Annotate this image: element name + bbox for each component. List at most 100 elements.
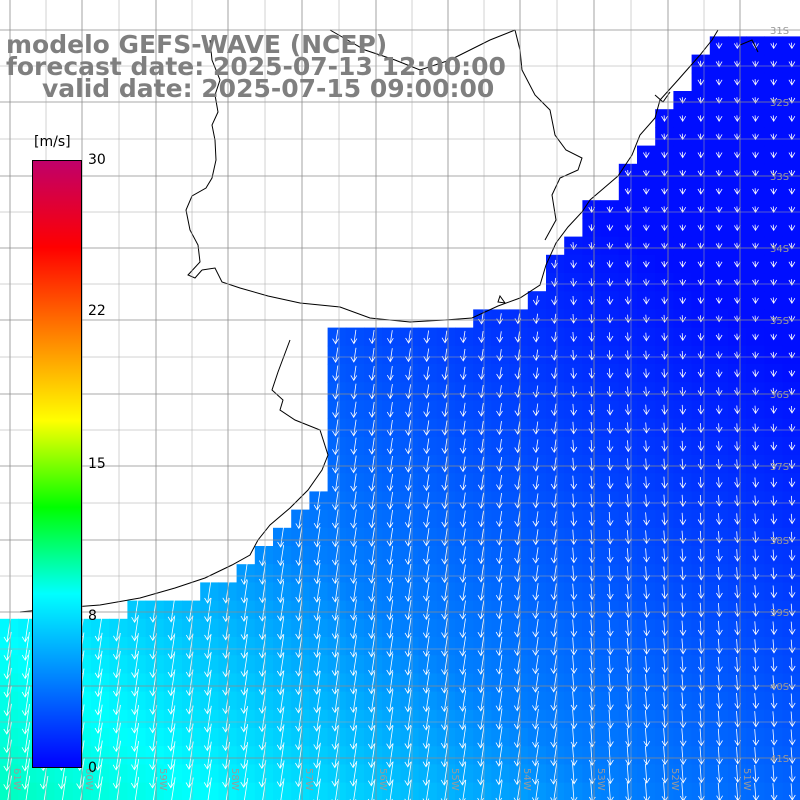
- wind-arrow: [716, 656, 723, 673]
- wind-arrow: [368, 473, 376, 492]
- wind-arrow: [607, 781, 614, 800]
- wind-arrow: [752, 333, 759, 341]
- wind-arrow: [770, 477, 778, 488]
- wind-arrow: [570, 547, 578, 564]
- lon-label: 57W: [303, 768, 314, 791]
- wind-arrow: [422, 743, 430, 768]
- ocean-cell: [782, 163, 800, 183]
- wind-arrow: [607, 691, 614, 711]
- coastline: [19, 29, 759, 613]
- wind-arrow: [570, 457, 578, 472]
- wind-arrow: [606, 494, 614, 508]
- wind-arrow: [661, 764, 669, 784]
- wind-arrow: [94, 704, 103, 734]
- wind-arrow: [661, 404, 669, 415]
- wind-arrow: [752, 459, 759, 470]
- wind-arrow: [295, 616, 303, 640]
- wind-arrow: [349, 725, 358, 750]
- lat-label: 35S: [770, 316, 789, 327]
- lon-label: 51W: [741, 768, 752, 791]
- wind-arrow: [715, 531, 723, 544]
- wind-arrow: [752, 224, 759, 232]
- wind-arrow: [21, 667, 30, 698]
- wind-arrow: [349, 779, 358, 800]
- wind-arrow: [606, 655, 614, 674]
- wind-arrow: [404, 563, 412, 584]
- wind-arrow: [570, 745, 578, 767]
- wind-arrow: [788, 387, 796, 396]
- wind-arrow: [459, 456, 467, 473]
- wind-arrow: [733, 78, 741, 86]
- wind-arrow: [788, 693, 796, 709]
- wind-arrow: [130, 758, 140, 789]
- ocean-cell: [782, 655, 800, 674]
- wind-arrow: [607, 727, 614, 748]
- wind-arrow: [715, 42, 723, 50]
- wind-arrow: [313, 688, 321, 714]
- wind-arrow: [752, 405, 759, 415]
- wind-arrow: [550, 475, 558, 490]
- wind-arrow: [550, 619, 558, 638]
- wind-arrow: [459, 420, 467, 436]
- wind-arrow: [570, 439, 578, 453]
- wind-arrow: [625, 655, 632, 674]
- wind-arrow: [733, 333, 741, 341]
- wind-arrow: [550, 763, 558, 785]
- wind-arrow: [661, 332, 668, 342]
- wind-arrow: [643, 656, 651, 674]
- coastline-south-america: [201, 29, 719, 323]
- wind-arrow: [459, 546, 467, 565]
- wind-arrow: [441, 492, 449, 510]
- wind-arrow: [570, 367, 578, 380]
- wind-arrow: [752, 495, 760, 507]
- wind-arrow: [715, 151, 723, 159]
- wind-arrow: [606, 350, 614, 361]
- wind-arrow: [788, 495, 796, 506]
- wind-arrow: [422, 671, 430, 694]
- lon-label: 61W: [11, 768, 22, 791]
- wind-arrow: [332, 383, 339, 400]
- wind-arrow: [679, 674, 687, 692]
- wind-arrow: [625, 637, 632, 655]
- wind-arrow: [404, 438, 412, 455]
- wind-arrow: [240, 724, 249, 751]
- wind-arrow: [532, 655, 539, 675]
- wind-arrow: [788, 477, 796, 488]
- wind-arrow: [679, 602, 687, 618]
- ocean-cell: [782, 327, 800, 347]
- wind-arrow: [606, 619, 614, 637]
- wind-arrow: [752, 423, 759, 433]
- wind-arrow: [716, 584, 723, 599]
- wind-arrow: [624, 224, 632, 232]
- wind-arrow: [716, 710, 723, 728]
- wind-arrow: [606, 583, 614, 600]
- wind-arrow: [131, 615, 139, 642]
- wind-arrow: [770, 42, 778, 50]
- wind-arrow: [459, 618, 467, 639]
- ocean-cell: [782, 382, 800, 401]
- wind-arrow: [570, 637, 578, 656]
- wind-arrow: [752, 78, 759, 86]
- wind-arrow: [551, 277, 558, 288]
- wind-arrow: [715, 133, 723, 141]
- wind-arrow: [770, 405, 778, 414]
- wind-arrow: [788, 657, 796, 672]
- wind-arrow: [570, 655, 578, 674]
- wind-arrow: [276, 652, 285, 677]
- wind-arrow: [331, 563, 339, 585]
- wind-arrow: [331, 653, 339, 677]
- wind-arrow: [368, 347, 376, 363]
- wind-arrow: [532, 403, 540, 417]
- wind-arrows: [3, 42, 796, 800]
- wind-arrow: [606, 314, 614, 324]
- wind-arrow: [350, 455, 357, 474]
- wind-arrow: [477, 546, 485, 565]
- wind-arrow: [716, 692, 723, 710]
- wind-arrow: [423, 456, 430, 473]
- wind-arrow: [94, 614, 103, 642]
- lon-label: 56W: [377, 768, 388, 791]
- wind-arrow: [167, 723, 176, 752]
- colorbar-tick-15: 15: [88, 456, 106, 472]
- wind-arrow: [331, 671, 339, 695]
- wind-arrow: [441, 474, 449, 491]
